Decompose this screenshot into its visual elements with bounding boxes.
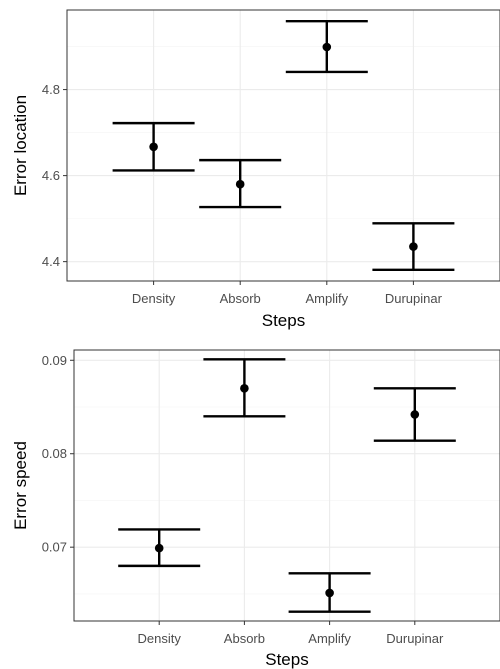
x-tick-label-absorb: Absorb [220, 291, 261, 306]
chart-error-speed: 0.07 0.08 0.09 Density Absorb Amplify Durupina… [11, 349, 500, 669]
plot-panel [74, 350, 500, 621]
y-tick-label: 4.4 [42, 254, 60, 269]
x-tick-label-amplify: Amplify [308, 631, 351, 646]
mean-point-durupinar [409, 242, 418, 251]
y-tick-label: 4.8 [42, 82, 60, 97]
mean-point-density [149, 142, 158, 152]
mean-point-absorb [235, 179, 245, 189]
y-axis-title: Error speed [11, 441, 30, 530]
x-tick-label-density: Density [138, 631, 182, 646]
mean-point-amplify [322, 42, 332, 52]
panel-border [66, 9, 500, 282]
y-axis-title: Error location [11, 95, 30, 196]
chart-error-location: 4.4 4.6 4.8 Density Absorb Amplify Durupinar St… [11, 9, 500, 330]
x-tick-label-density: Density [132, 291, 176, 306]
x-tick-label-durupinar: Durupinar [385, 291, 443, 306]
x-axis-title: Steps [262, 311, 305, 330]
mean-point-density [154, 543, 164, 553]
x-tick-label-absorb: Absorb [224, 631, 265, 646]
x-tick-label-durupinar: Durupinar [386, 631, 444, 646]
mean-point-durupinar [410, 410, 420, 419]
y-tick-label: 0.09 [42, 353, 67, 368]
x-axis-title: Steps [265, 650, 308, 669]
x-tick-label-amplify: Amplify [305, 291, 348, 306]
panel-border [73, 349, 500, 622]
mean-point-absorb [240, 384, 249, 393]
y-tick-label: 0.08 [42, 446, 67, 461]
mean-point-amplify [325, 588, 334, 598]
y-tick-label: 4.6 [42, 168, 60, 183]
y-tick-label: 0.07 [42, 540, 67, 555]
plot-panel [67, 10, 500, 281]
